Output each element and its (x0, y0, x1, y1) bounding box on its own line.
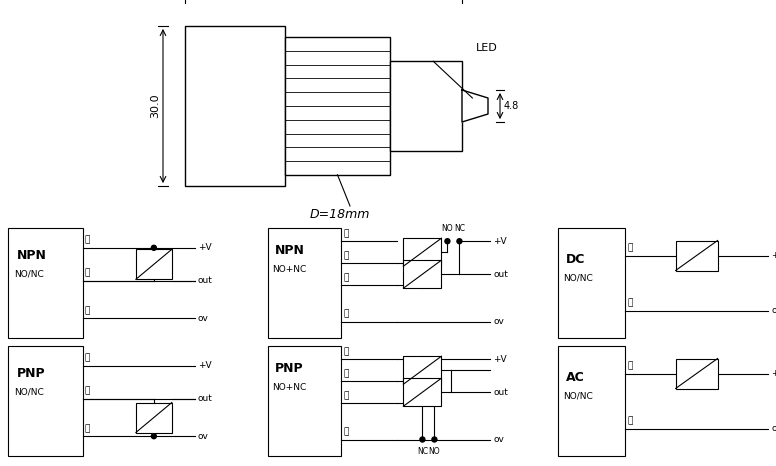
Bar (404, 238, 442, 266)
Text: 白: 白 (343, 273, 348, 282)
Text: ov: ov (493, 317, 504, 326)
Bar (676, 358, 718, 389)
Text: +V: +V (198, 361, 212, 370)
Bar (558, 228, 625, 338)
Bar (404, 356, 442, 384)
Bar (404, 378, 442, 406)
Text: out: out (493, 270, 508, 279)
Text: NC: NC (454, 224, 465, 233)
Text: 蓝: 蓝 (627, 299, 632, 308)
Text: +V: +V (771, 251, 776, 260)
Bar (136, 249, 171, 279)
Bar (285, 37, 390, 175)
Text: NO+NC: NO+NC (272, 383, 307, 392)
Text: NO: NO (442, 224, 453, 233)
Bar (390, 61, 462, 151)
Bar (8, 228, 83, 338)
Text: 蓝: 蓝 (627, 417, 632, 425)
Text: D=18mm: D=18mm (310, 208, 370, 221)
Text: NO: NO (428, 447, 440, 457)
Text: NO+NC: NO+NC (272, 265, 307, 274)
Text: 蓝: 蓝 (85, 424, 90, 433)
Text: NC: NC (417, 447, 428, 457)
Bar (404, 260, 442, 288)
Bar (558, 346, 625, 456)
Text: 30.0: 30.0 (150, 94, 160, 118)
Bar (8, 346, 83, 456)
Text: ov: ov (198, 432, 209, 441)
Text: +V: +V (198, 243, 212, 252)
Bar (268, 346, 341, 456)
Bar (676, 240, 718, 270)
Circle shape (432, 437, 437, 442)
Text: ov: ov (198, 314, 209, 322)
Text: ov: ov (771, 424, 776, 433)
Text: LED: LED (476, 43, 497, 53)
Text: NO/NC: NO/NC (563, 274, 593, 283)
Text: out: out (493, 388, 508, 397)
Text: PNP: PNP (17, 367, 46, 380)
Text: 棕: 棕 (85, 354, 90, 363)
Bar (268, 228, 341, 338)
Bar (136, 403, 171, 432)
Polygon shape (462, 90, 488, 122)
Bar (185, 26, 285, 186)
Text: NPN: NPN (275, 244, 305, 257)
Text: 棕: 棕 (343, 347, 348, 356)
Text: 棕: 棕 (343, 229, 348, 238)
Text: +V: +V (493, 355, 507, 363)
Text: 黑: 黑 (85, 387, 90, 396)
Text: 棕: 棕 (627, 244, 632, 253)
Text: 黑: 黑 (85, 269, 90, 278)
Text: 蓝: 蓝 (343, 309, 348, 318)
Text: +V: +V (771, 369, 776, 378)
Text: +V: +V (493, 237, 507, 246)
Circle shape (457, 239, 462, 244)
Text: NO/NC: NO/NC (14, 387, 43, 397)
Text: 黑: 黑 (343, 369, 348, 378)
Circle shape (420, 437, 425, 442)
Circle shape (151, 434, 156, 439)
Text: ov: ov (493, 435, 504, 444)
Text: 棕: 棕 (85, 236, 90, 245)
Text: AC: AC (566, 371, 585, 384)
Text: 蓝: 蓝 (343, 427, 348, 437)
Text: 棕: 棕 (627, 362, 632, 370)
Circle shape (445, 239, 450, 244)
Text: NPN: NPN (17, 249, 47, 262)
Circle shape (151, 245, 156, 250)
Text: out: out (198, 276, 213, 285)
Text: 黑: 黑 (343, 251, 348, 260)
Text: out: out (198, 394, 213, 403)
Text: PNP: PNP (275, 363, 304, 376)
Text: DC: DC (566, 253, 585, 266)
Text: 4.8: 4.8 (504, 101, 519, 111)
Text: 白: 白 (343, 391, 348, 400)
Text: NO/NC: NO/NC (14, 269, 43, 278)
Text: ov: ov (771, 306, 776, 315)
Text: 蓝: 蓝 (85, 306, 90, 315)
Text: NO/NC: NO/NC (563, 392, 593, 401)
